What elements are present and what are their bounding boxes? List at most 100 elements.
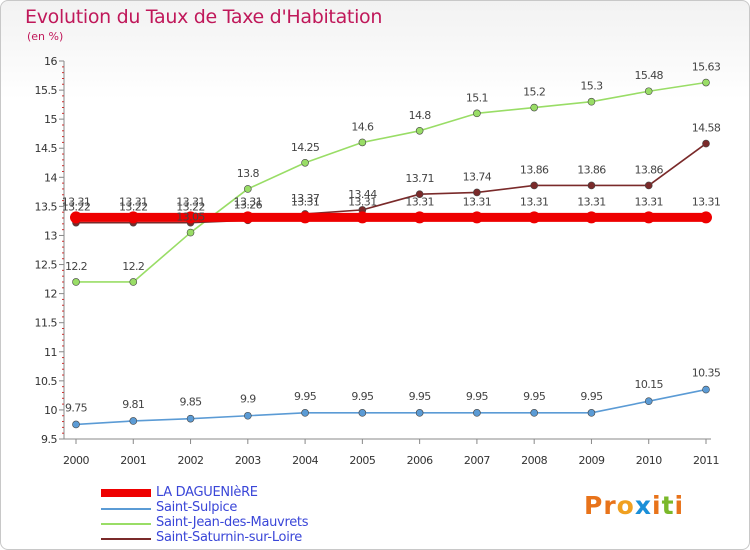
data-label: 13.86 [634,163,663,176]
data-point [299,211,312,224]
data-label: 14.8 [409,109,432,122]
y-tick-label: 10 [44,404,57,417]
data-point [587,97,596,106]
data-point [530,409,538,417]
data-label: 13.05 [176,211,205,224]
data-label: 13.71 [405,172,434,185]
series-line-1 [75,388,707,426]
data-point [528,211,541,224]
data-point [473,188,481,197]
data-label: 15.1 [466,91,488,104]
chart-subtitle: (en %) [27,30,64,43]
y-tick-label: 10.5 [35,375,58,388]
data-label: 13.8 [237,167,260,180]
legend-swatch [101,489,151,497]
x-tick-label: 2003 [235,454,261,467]
data-label: 14.25 [291,141,320,154]
y-tick-label: 13 [44,229,57,242]
data-label: 9.75 [65,401,88,414]
data-label: 15.2 [523,86,545,99]
data-point [244,411,252,420]
data-point [241,211,254,224]
data-label: 14.58 [692,122,721,135]
data-point [587,181,596,190]
data-point [129,278,138,286]
data-label: 13.31 [692,195,721,208]
data-point [585,211,598,224]
data-point [301,409,309,417]
data-point [470,211,483,224]
data-point [413,211,426,224]
data-label: 13.31 [62,195,91,208]
data-label: 13.31 [577,195,606,208]
data-label: 9.9 [240,393,256,406]
y-tick-label: 15 [44,113,57,126]
logo-letter: t [661,491,675,520]
legend-swatch [101,523,151,525]
legend-label: Saint-Sulpice [156,500,238,515]
data-point [186,414,195,423]
chart-title: Evolution du Taux de Taxe d'Habitation [25,6,383,28]
legend-label: Saint-Jean-des-Mauvrets [156,515,309,530]
x-tick-label: 2010 [636,454,662,467]
x-tick-label: 2007 [464,454,490,467]
logo-letter: r [603,491,617,520]
x-tick-label: 2006 [407,454,433,467]
data-point [587,409,596,417]
data-point [702,139,710,148]
data-label: 13.31 [348,195,377,208]
data-point [358,138,367,147]
data-label: 13.86 [520,163,549,176]
x-tick-label: 2002 [178,454,204,467]
data-label: 10.15 [634,378,663,391]
data-label: 13.22 [176,201,205,214]
data-label: 9.95 [351,390,374,403]
x-tick-label: 2011 [693,454,719,467]
data-label: 13.26 [234,198,263,211]
legend-swatch [101,508,151,510]
data-label: 13.31 [405,195,434,208]
y-tick-label: 12 [44,288,57,301]
data-label: 13.37 [291,192,320,205]
data-label: 9.95 [466,390,489,403]
data-point [301,158,309,167]
y-tick-label: 13.5 [35,200,58,213]
data-label: 13.74 [463,170,492,183]
data-point [70,211,82,224]
logo-letter: i [652,491,662,520]
data-point [72,278,80,286]
data-point [473,409,481,417]
data-label: 15.48 [634,69,663,82]
proxiti-logo: Proxiti [584,491,684,520]
data-label: 10.35 [692,367,721,380]
data-label: 9.95 [523,390,546,403]
data-point [644,87,653,96]
data-point [644,397,653,406]
data-point [244,185,252,193]
data-label: 9.85 [179,396,202,409]
data-point [415,409,424,417]
y-tick-label: 15.5 [35,84,58,97]
x-tick-label: 2004 [292,454,318,467]
x-tick-label: 2000 [63,454,89,467]
data-point [530,181,538,190]
data-label: 15.63 [692,61,721,74]
data-point [356,211,369,224]
data-point [184,211,197,224]
data-label: 12.2 [122,260,144,273]
data-point [129,417,138,425]
data-label: 9.95 [580,390,603,403]
data-label: 14.6 [351,120,374,133]
logo-letter: x [634,491,652,520]
data-point [700,211,712,224]
data-point [642,211,655,224]
legend-swatch [101,538,151,540]
y-tick-label: 16 [44,55,57,68]
x-tick-label: 2008 [521,454,547,467]
data-point [72,420,80,429]
data-label: 12.2 [65,260,87,273]
data-label: 13.31 [463,195,492,208]
data-point [473,109,481,118]
